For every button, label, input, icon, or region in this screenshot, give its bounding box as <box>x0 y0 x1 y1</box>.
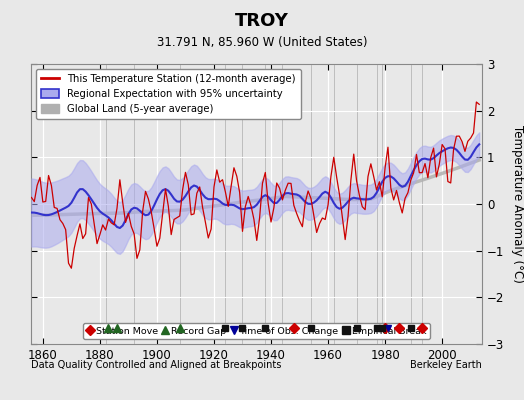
Text: 31.791 N, 85.960 W (United States): 31.791 N, 85.960 W (United States) <box>157 36 367 49</box>
Text: TROY: TROY <box>235 12 289 30</box>
Legend: Station Move, Record Gap, Time of Obs. Change, Empirical Break: Station Move, Record Gap, Time of Obs. C… <box>83 323 430 339</box>
Text: Berkeley Earth: Berkeley Earth <box>410 360 482 370</box>
Y-axis label: Temperature Anomaly (°C): Temperature Anomaly (°C) <box>511 125 524 283</box>
Text: Data Quality Controlled and Aligned at Breakpoints: Data Quality Controlled and Aligned at B… <box>31 360 282 370</box>
